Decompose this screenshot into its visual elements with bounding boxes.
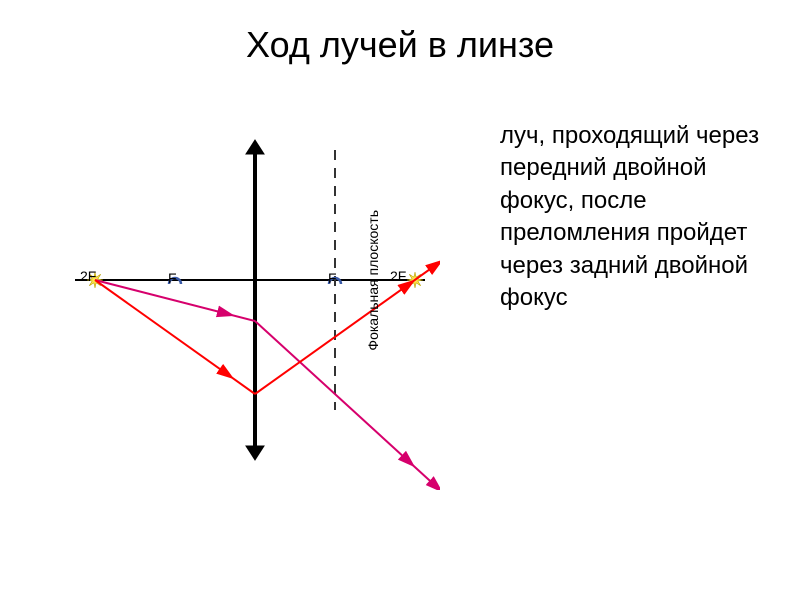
label-f-right: F bbox=[328, 270, 337, 286]
optics-diagram: 2F F F 2F Фокальная плоскость bbox=[60, 110, 440, 490]
label-2f-right: 2F bbox=[390, 268, 406, 284]
page-title: Ход лучей в линзе bbox=[0, 24, 800, 66]
label-f-left: F bbox=[168, 270, 177, 286]
description-text: луч, проходящий через передний двойной ф… bbox=[500, 120, 780, 314]
focal-plane-label: Фокальная плоскость bbox=[365, 210, 381, 351]
label-2f-left: 2F bbox=[80, 268, 96, 284]
diagram-svg bbox=[60, 110, 440, 490]
